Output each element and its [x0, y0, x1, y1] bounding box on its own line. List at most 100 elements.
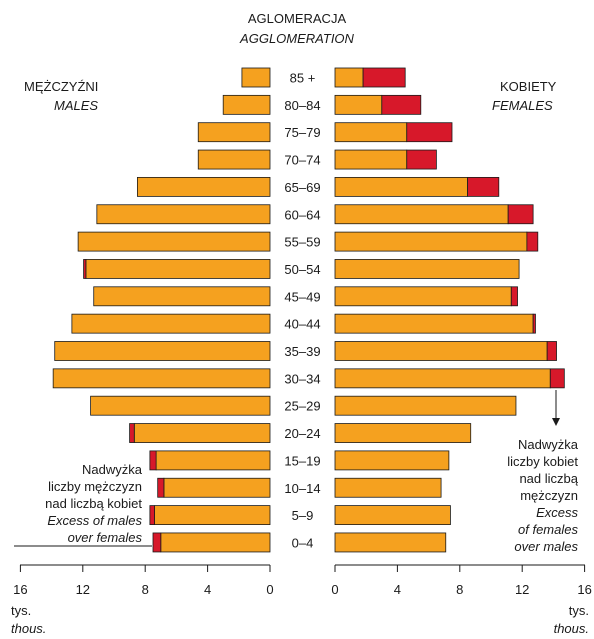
female-tick-label: 4: [394, 582, 401, 597]
male-bar: [197, 149, 271, 170]
female-excess-bar: [381, 94, 422, 115]
females-label: KOBIETY: [500, 79, 557, 94]
female-excess-bar: [510, 286, 518, 307]
male-bar: [136, 176, 271, 197]
age-group-label: 0–4: [292, 535, 314, 550]
age-group-label: 35–39: [284, 344, 320, 359]
males-excess-note-line: over females: [68, 530, 143, 545]
age-group-label: 45–49: [284, 289, 320, 304]
female-tick-label: 12: [515, 582, 529, 597]
female-excess-bar: [467, 176, 500, 197]
age-group-label: 85 +: [290, 71, 316, 86]
males-excess-note-line: liczby mężczyzn: [48, 479, 142, 494]
age-group-label: 30–34: [284, 371, 320, 386]
males-excess-note-line: nad liczbą kobiet: [45, 496, 142, 511]
females-excess-note-line: Excess: [536, 505, 578, 520]
male-bar: [160, 532, 271, 553]
age-group-label: 10–14: [284, 481, 320, 496]
female-excess-bar: [526, 231, 539, 252]
age-group-label: 50–54: [284, 262, 320, 277]
female-excess-bar: [406, 122, 453, 143]
male-excess-bar: [157, 477, 165, 498]
female-tick-label: 8: [456, 582, 463, 597]
female-excess-bar: [406, 149, 437, 170]
female-excess-bar: [546, 341, 557, 361]
male-bar: [197, 122, 271, 143]
male-tick-label: 0: [266, 582, 273, 597]
male-bar: [71, 313, 271, 334]
female-excess-bar: [532, 313, 536, 334]
female-bar: [334, 176, 469, 197]
female-bar: [334, 313, 534, 334]
age-group-label: 80–84: [284, 98, 320, 113]
male-bar: [90, 395, 271, 416]
female-bar: [334, 67, 364, 88]
age-group-label: 60–64: [284, 207, 320, 222]
age-group-labels: 85 + 80–84 75–79 70–74 65–69 60–64 55–59 50–54 4…: [284, 71, 320, 551]
female-bar: [334, 532, 447, 553]
males-excess-note: Nadwyżka liczby mężczyzn nad liczbą kobiet…: [45, 462, 143, 545]
males-axis: 16 12 8 4 0: [13, 564, 274, 597]
female-tick-label: 16: [577, 582, 591, 597]
male-excess-bar: [149, 450, 157, 471]
males-label-en: MALES: [54, 98, 98, 113]
age-group-label: 5–9: [292, 508, 314, 523]
females-excess-arrow-icon: [552, 418, 560, 426]
males-label: MĘŻCZYŹNI: [24, 79, 98, 94]
unit-right: tys.: [569, 603, 589, 618]
unit-left: tys.: [11, 603, 31, 618]
female-bar: [334, 94, 383, 115]
chart-title: AGLOMERACJA: [248, 11, 347, 26]
females-excess-note-line: over males: [514, 539, 578, 554]
male-tick-label: 12: [76, 582, 90, 597]
males-excess-note-line: Nadwyżka: [82, 462, 143, 477]
age-group-label: 70–74: [284, 153, 320, 168]
female-bar: [334, 122, 408, 143]
female-excess-bar: [549, 368, 565, 389]
male-bar: [163, 477, 271, 498]
unit-right-en: thous.: [554, 621, 589, 636]
female-excess-bar: [507, 204, 534, 225]
females-label-en: FEMALES: [492, 98, 553, 113]
female-bar: [334, 259, 520, 279]
male-bar: [96, 204, 271, 225]
female-bar: [334, 368, 551, 389]
male-bar: [77, 231, 271, 252]
females-excess-note-line: liczby kobiet: [507, 454, 578, 469]
female-tick-label: 0: [331, 582, 338, 597]
female-bar: [334, 477, 442, 498]
female-bar: [334, 286, 512, 307]
male-bar: [93, 286, 271, 307]
female-bar: [334, 450, 450, 471]
male-bar: [85, 259, 271, 279]
female-bar: [334, 204, 509, 225]
female-bar: [334, 231, 528, 252]
age-group-label: 20–24: [284, 426, 320, 441]
female-bar: [334, 505, 451, 526]
age-group-label: 25–29: [284, 399, 320, 414]
age-group-label: 55–59: [284, 235, 320, 250]
female-bar: [334, 341, 548, 361]
male-tick-label: 8: [142, 582, 149, 597]
female-bar: [334, 149, 408, 170]
age-group-label: 40–44: [284, 317, 320, 332]
age-group-label: 15–19: [284, 453, 320, 468]
male-bar: [154, 505, 271, 526]
male-bar: [133, 423, 271, 443]
male-excess-bar: [83, 259, 87, 279]
age-group-label: 75–79: [284, 125, 320, 140]
female-excess-bar: [362, 67, 406, 88]
unit-left-en: thous.: [11, 621, 46, 636]
female-bar: [334, 395, 517, 416]
female-bar: [334, 423, 472, 443]
male-excess-bar: [152, 532, 162, 553]
male-bar: [241, 67, 271, 88]
females-excess-note: Nadwyżka liczby kobiet nad liczbą mężczyzn E…: [507, 437, 579, 554]
females-excess-note-line: Nadwyżka: [518, 437, 579, 452]
females-excess-note-line: nad liczbą: [519, 471, 578, 486]
male-bars: [52, 67, 271, 553]
male-tick-label: 4: [204, 582, 211, 597]
age-group-label: 65–69: [284, 180, 320, 195]
chart-subtitle: AGGLOMERATION: [239, 31, 354, 46]
